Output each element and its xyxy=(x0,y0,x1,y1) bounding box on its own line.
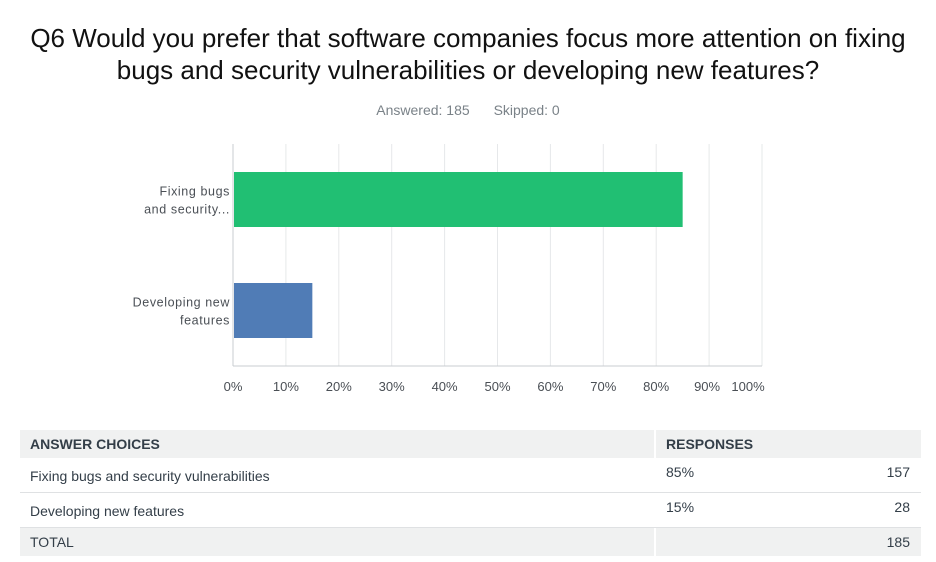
x-tick-label: 40% xyxy=(432,379,458,394)
x-tick-label: 0% xyxy=(224,379,243,394)
response-summary: Answered: 185 Skipped: 0 xyxy=(0,102,936,118)
table-row: Fixing bugs and security vulnerabilities… xyxy=(20,458,921,493)
row-percent: 85% xyxy=(666,464,695,480)
bar xyxy=(234,283,313,338)
table-row: Developing new features 15% 28 xyxy=(20,493,921,528)
skipped-count: Skipped: 0 xyxy=(493,102,560,118)
x-tick-label: 60% xyxy=(537,379,563,394)
header-answer-choices: ANSWER CHOICES xyxy=(30,436,160,452)
answered-count: Answered: 185 xyxy=(376,102,470,118)
total-label: TOTAL xyxy=(30,534,74,550)
x-tick-label: 30% xyxy=(379,379,405,394)
category-label: Developing new xyxy=(133,296,231,310)
x-tick-label: 20% xyxy=(326,379,352,394)
table-total-row: TOTAL 185 xyxy=(20,528,921,556)
category-label: Fixing bugs xyxy=(159,185,230,199)
category-label: and security... xyxy=(144,203,230,217)
row-choice: Developing new features xyxy=(30,503,185,519)
table-header-row: ANSWER CHOICES RESPONSES xyxy=(20,430,921,458)
total-count: 185 xyxy=(886,534,910,550)
x-tick-label: 100% xyxy=(731,379,765,394)
row-percent: 15% xyxy=(666,499,695,515)
bar-chart: 0% 10% 20% 30% 40% 50% 60% 70% 80% 90% 100% Fixing … xyxy=(133,144,765,394)
x-tick-label: 10% xyxy=(273,379,299,394)
chart-title: Q6 Would you prefer that software compan… xyxy=(30,23,906,85)
x-tick-label: 50% xyxy=(484,379,510,394)
x-tick-label: 80% xyxy=(643,379,669,394)
row-count: 157 xyxy=(886,464,910,480)
header-responses: RESPONSES xyxy=(666,436,754,452)
category-label: features xyxy=(180,314,230,328)
row-choice: Fixing bugs and security vulnerabilities xyxy=(30,468,270,484)
x-tick-label: 70% xyxy=(590,379,616,394)
bar xyxy=(234,172,683,227)
x-tick-label: 90% xyxy=(694,379,720,394)
row-count: 28 xyxy=(894,499,910,515)
responses-table: ANSWER CHOICES RESPONSES Fixing bugs and… xyxy=(20,430,921,556)
